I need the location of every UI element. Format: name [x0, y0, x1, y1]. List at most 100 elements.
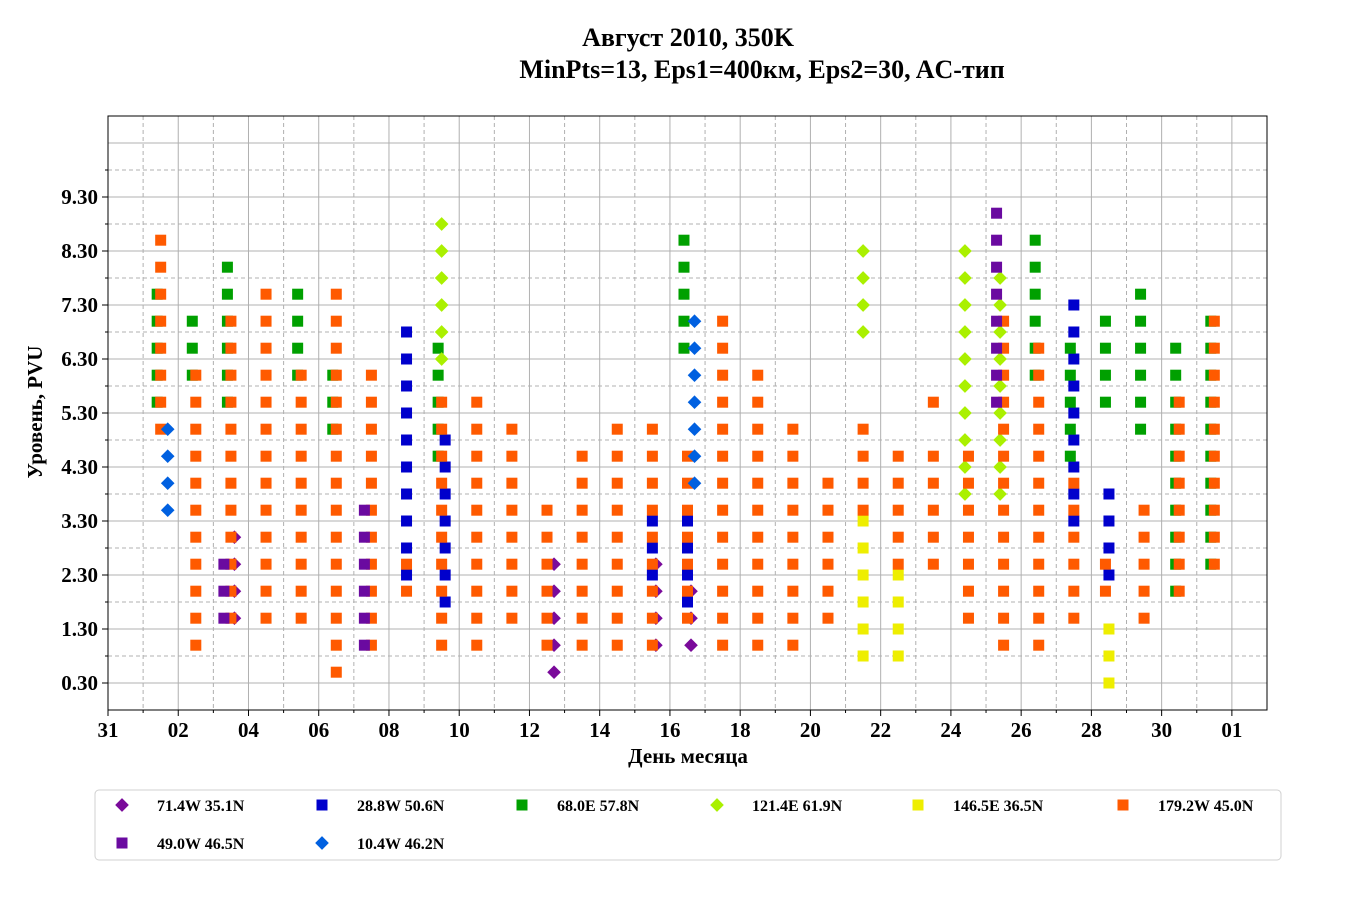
data-point: [1135, 396, 1147, 408]
x-tick-label: 12: [519, 718, 540, 742]
data-point: [1173, 558, 1185, 570]
data-point: [958, 271, 972, 285]
x-tick-label: 26: [1011, 718, 1032, 742]
data-point: [576, 477, 588, 489]
data-point: [434, 244, 449, 258]
y-tick-label: 9.30: [61, 185, 98, 209]
data-point: [1208, 342, 1220, 354]
data-point: [221, 261, 233, 273]
data-point: [506, 558, 518, 570]
data-point: [611, 585, 623, 597]
data-point: [857, 569, 869, 581]
data-point: [292, 315, 304, 327]
data-point: [958, 325, 972, 339]
data-point: [787, 423, 799, 435]
data-point: [295, 531, 307, 543]
data-point: [1033, 477, 1045, 489]
data-point: [1029, 315, 1041, 327]
data-point: [471, 396, 483, 408]
data-point: [190, 612, 202, 624]
data-point: [958, 487, 972, 501]
data-point: [190, 639, 202, 651]
series-4: [434, 217, 1007, 501]
data-point: [962, 585, 974, 597]
data-point: [1135, 288, 1147, 300]
data-point: [190, 396, 202, 408]
data-point: [295, 396, 307, 408]
data-point: [155, 234, 167, 246]
data-point: [611, 639, 623, 651]
data-point: [432, 369, 444, 381]
data-point: [1064, 342, 1076, 354]
data-point: [225, 585, 237, 597]
legend-item: 179.2W 45.0N: [1117, 798, 1254, 815]
data-point: [330, 423, 342, 435]
data-point: [611, 450, 623, 462]
data-point: [717, 342, 729, 354]
data-point: [1068, 488, 1080, 500]
data-point: [155, 369, 167, 381]
data-point: [1033, 342, 1045, 354]
data-point: [436, 585, 448, 597]
data-point: [892, 504, 904, 516]
data-point: [155, 423, 167, 435]
data-point: [225, 342, 237, 354]
data-point: [439, 515, 451, 527]
data-point: [218, 612, 230, 624]
data-point: [576, 450, 588, 462]
data-point: [330, 450, 342, 462]
data-point: [471, 450, 483, 462]
data-point: [1033, 369, 1045, 381]
data-point: [576, 585, 588, 597]
series-8: [160, 314, 702, 518]
data-point: [471, 639, 483, 651]
data-point: [611, 423, 623, 435]
data-point: [1173, 423, 1185, 435]
data-point: [506, 477, 518, 489]
data-point: [295, 423, 307, 435]
y-tick-label: 1.30: [61, 617, 98, 641]
data-point: [155, 261, 167, 273]
x-tick-label: 02: [168, 718, 189, 742]
data-point: [439, 461, 451, 473]
y-tick-label: 3.30: [61, 509, 98, 533]
data-point: [260, 288, 272, 300]
data-point: [358, 504, 370, 516]
legend-diamond-marker: [315, 836, 329, 850]
legend-square-marker: [516, 799, 528, 811]
data-point: [752, 585, 764, 597]
data-point: [1173, 585, 1185, 597]
series-7: [218, 207, 1003, 651]
data-point: [260, 477, 272, 489]
data-point: [717, 558, 729, 570]
data-point: [1208, 504, 1220, 516]
data-point: [541, 504, 553, 516]
data-point: [190, 450, 202, 462]
data-point: [787, 450, 799, 462]
data-point: [678, 261, 690, 273]
data-point: [358, 531, 370, 543]
data-point: [439, 569, 451, 581]
data-point: [717, 369, 729, 381]
data-point: [717, 585, 729, 597]
data-point: [1103, 515, 1115, 527]
data-point: [958, 406, 972, 420]
data-point: [682, 450, 693, 462]
x-tick-label: 31: [98, 718, 119, 742]
data-point: [682, 612, 693, 624]
data-point: [260, 585, 272, 597]
data-point: [330, 396, 342, 408]
data-point: [611, 612, 623, 624]
data-point: [678, 342, 690, 354]
data-point: [993, 325, 1007, 339]
data-point: [1068, 353, 1080, 365]
legend-label: 68.0E 57.8N: [557, 798, 640, 815]
data-point: [434, 217, 449, 231]
data-point: [998, 450, 1010, 462]
y-tick-label: 5.30: [61, 401, 98, 425]
y-tick-label: 8.30: [61, 239, 98, 263]
data-point: [225, 315, 237, 327]
data-point: [892, 569, 904, 581]
data-point: [365, 369, 377, 381]
data-point: [1138, 504, 1150, 516]
